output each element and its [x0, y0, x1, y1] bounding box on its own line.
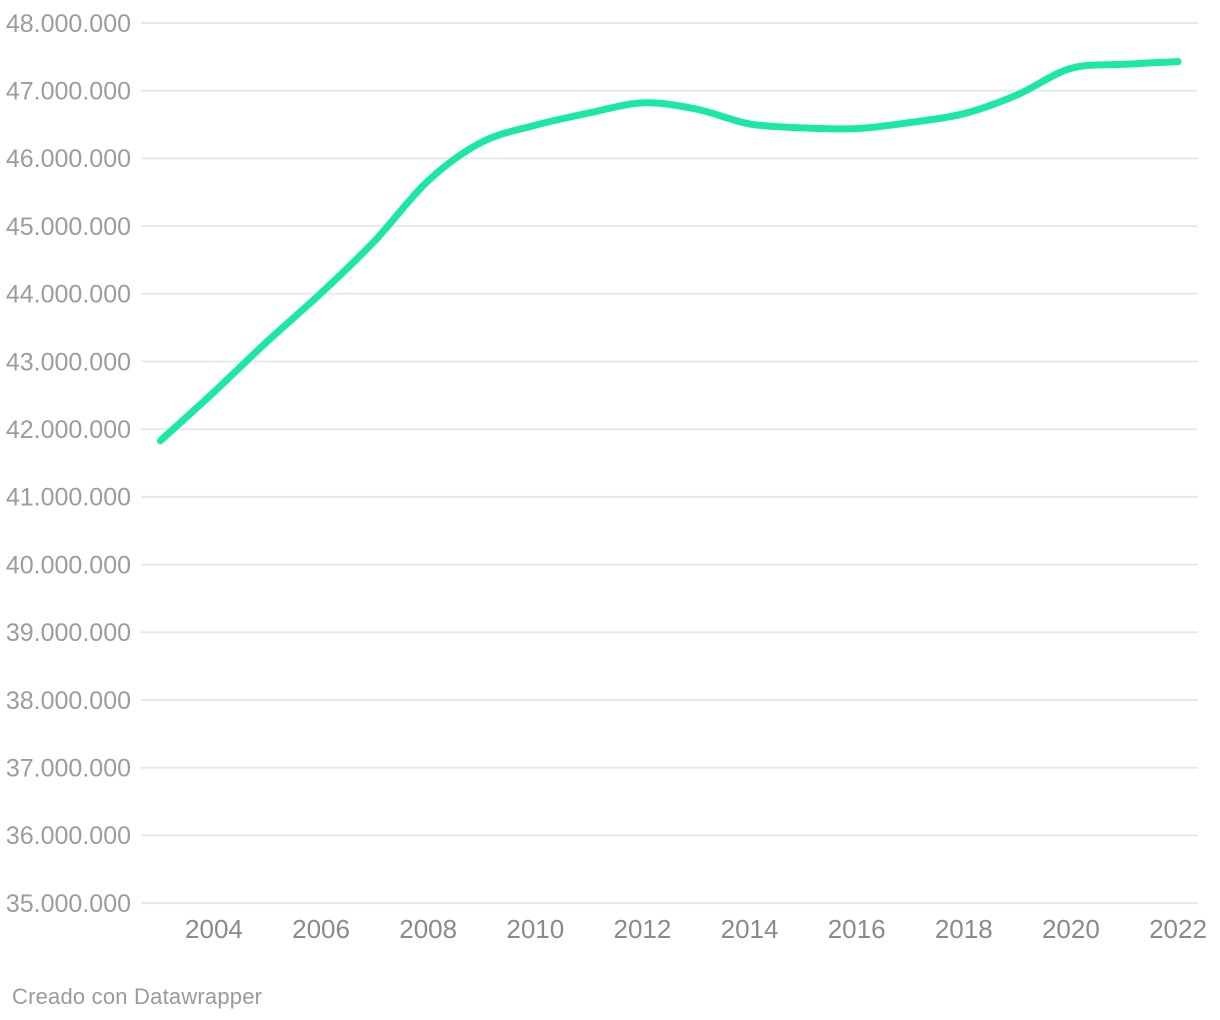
x-axis-label: 2014 [721, 914, 779, 944]
x-axis-label: 2006 [292, 914, 350, 944]
gridlines [141, 22, 1198, 905]
y-axis-label: 40.000.000 [6, 551, 131, 579]
x-axis-label: 2016 [828, 914, 886, 944]
y-axis-labels: 48.000.000 47.000.000 46.000.000 45.000.000… [6, 10, 131, 918]
x-axis-label: 2004 [185, 914, 243, 944]
y-axis-label: 45.000.000 [6, 213, 131, 241]
x-axis-label: 2012 [613, 914, 671, 944]
y-axis-label: 44.000.000 [6, 281, 131, 309]
y-axis-label: 43.000.000 [6, 348, 131, 376]
datawrapper-attribution: Creado con Datawrapper [12, 984, 263, 1009]
population-line [156, 58, 1182, 445]
y-axis-label: 39.000.000 [6, 619, 131, 647]
x-axis-labels: 2004 2006 2008 2010 2012 2014 2016 2018 2020 2022 [185, 914, 1207, 944]
y-axis-label: 46.000.000 [6, 145, 131, 173]
x-axis-label: 2022 [1149, 914, 1207, 944]
y-axis-label: 48.000.000 [6, 10, 131, 38]
y-axis-label: 47.000.000 [6, 77, 131, 105]
x-axis-label: 2020 [1042, 914, 1100, 944]
x-axis-label: 2008 [399, 914, 457, 944]
y-axis-label: 35.000.000 [6, 890, 131, 918]
y-axis-label: 38.000.000 [6, 687, 131, 715]
x-axis-label: 2018 [935, 914, 993, 944]
y-axis-label: 41.000.000 [6, 484, 131, 512]
x-axis-label: 2010 [506, 914, 564, 944]
y-axis-label: 42.000.000 [6, 416, 131, 444]
y-axis-label: 36.000.000 [6, 822, 131, 850]
y-axis-label: 37.000.000 [6, 754, 131, 782]
